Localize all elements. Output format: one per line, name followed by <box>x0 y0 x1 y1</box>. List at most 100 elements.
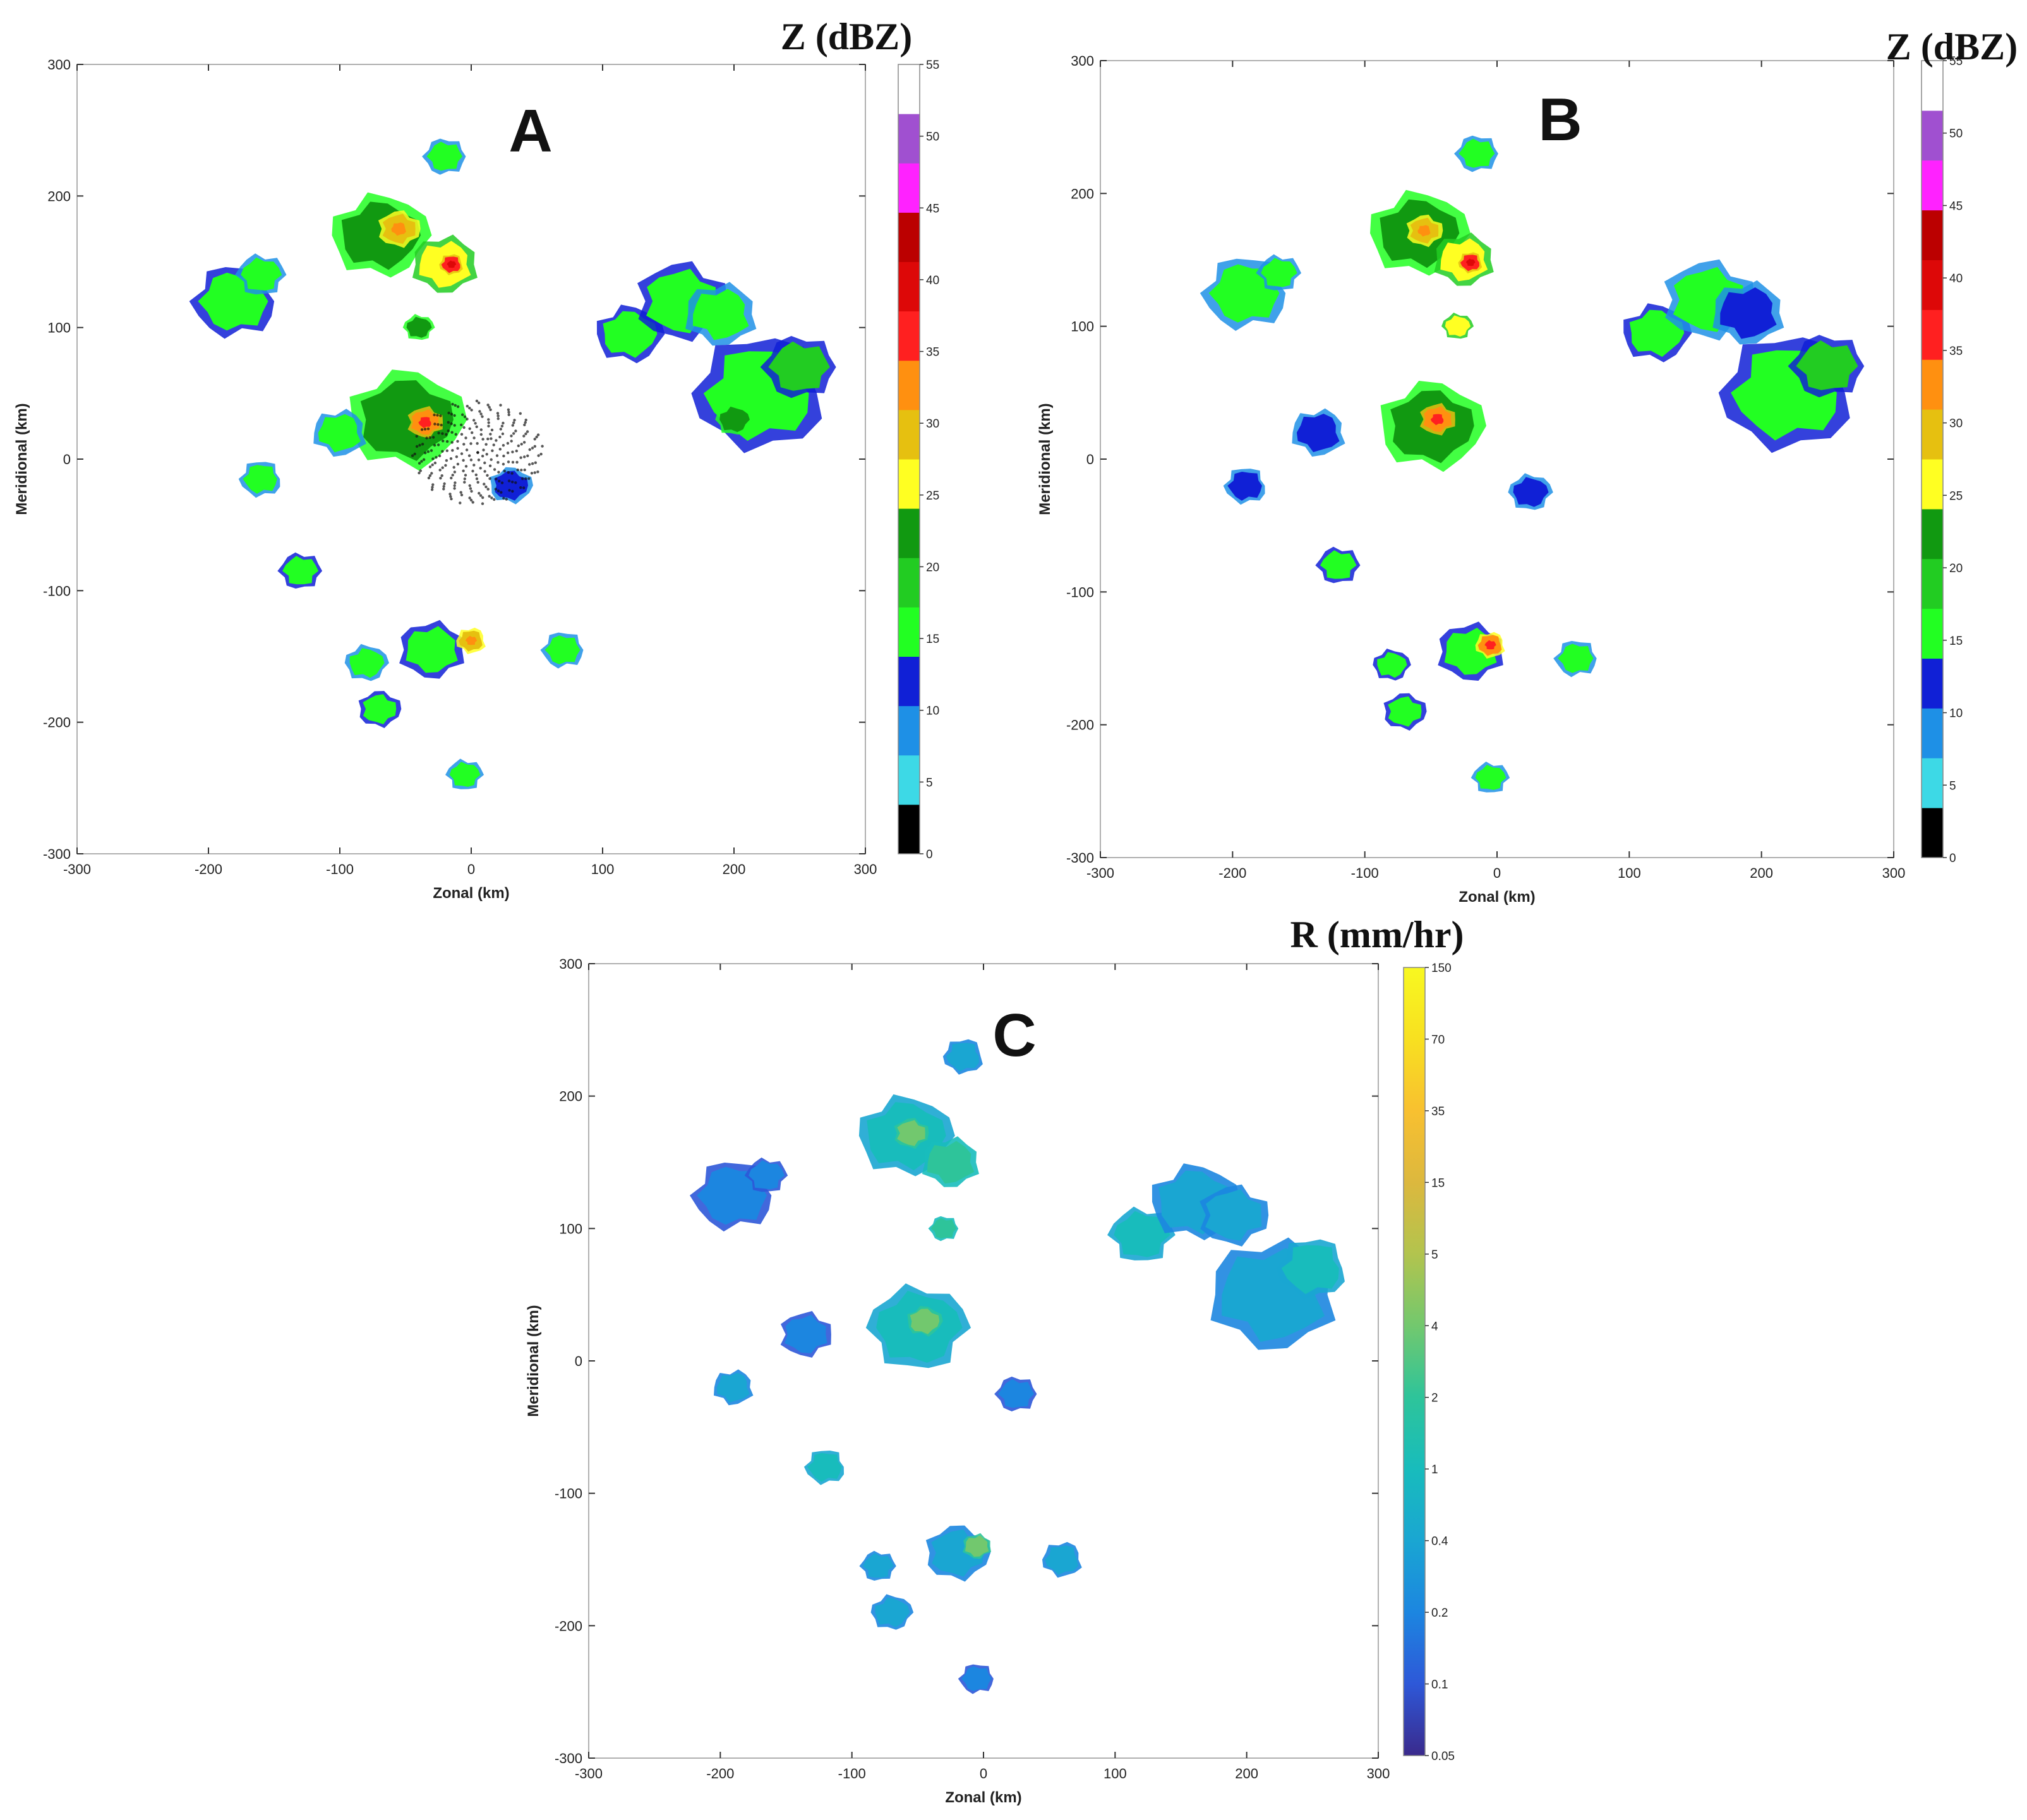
clutter-dot <box>499 404 502 407</box>
clutter-dot <box>441 432 444 435</box>
colorbar-swatch <box>898 409 920 460</box>
x-tick-label: -200 <box>1218 865 1246 881</box>
clutter-dot <box>421 443 424 446</box>
echo-cell <box>1377 652 1407 678</box>
colorbar-tick-label: 50 <box>1949 128 1963 141</box>
clutter-dot <box>494 488 497 491</box>
colorbar-tick-label: 10 <box>926 705 939 718</box>
panel-a: -300 -200 -100 0 100 200 300-300-200-100010020… <box>13 16 939 902</box>
y-tick-label: 300 <box>47 57 71 73</box>
clutter-dot <box>490 496 493 500</box>
clutter-dot <box>455 455 459 458</box>
colorbar-frame <box>1921 60 1944 858</box>
clutter-dot <box>419 469 422 472</box>
clutter-dot <box>481 415 484 418</box>
panel-letter: B <box>1538 86 1582 153</box>
echo-cell <box>241 257 282 291</box>
clutter-dot <box>507 470 510 474</box>
clutter-dot <box>514 429 517 433</box>
colorbar-swatch <box>1922 808 1943 858</box>
clutter-dot <box>482 448 485 452</box>
colorbar-tick-label: 10 <box>1949 707 1963 721</box>
clutter-dot <box>514 481 517 484</box>
clutter-dot <box>460 423 463 426</box>
echo-cell <box>1796 340 1858 390</box>
clutter-dot <box>445 440 449 443</box>
y-tick-label: 100 <box>559 1221 582 1236</box>
y-tick-label: 200 <box>1071 186 1094 201</box>
y-axis-label: Meridional (km) <box>525 1305 542 1416</box>
clutter-dot <box>524 418 527 422</box>
clutter-dot <box>530 472 534 475</box>
clutter-dot <box>519 412 522 415</box>
x-tick-label: -100 <box>838 1766 866 1781</box>
x-tick-label: 200 <box>1750 865 1773 881</box>
colorbar-title: R (mm/hr) <box>1290 914 1464 955</box>
echo-cell <box>749 1160 785 1190</box>
clutter-dot <box>512 421 515 424</box>
colorbar-tick-label: 5 <box>1949 779 1956 793</box>
echo-cell <box>1513 477 1549 507</box>
echo-cell <box>1388 696 1422 727</box>
colorbar-swatch <box>1922 110 1943 161</box>
clutter-dot <box>478 491 481 495</box>
clutter-dot <box>481 455 484 458</box>
clutter-dot <box>502 462 505 466</box>
clutter-dot <box>489 408 492 411</box>
colorbar-swatch <box>898 212 920 262</box>
clutter-dot <box>502 496 505 500</box>
clutter-dot <box>440 423 443 427</box>
y-tick-label: -300 <box>555 1751 582 1766</box>
clutter-dot <box>415 445 419 448</box>
colorbar-swatch <box>1922 658 1943 709</box>
y-tick-label: -200 <box>1066 717 1094 733</box>
panel-b: -300 -200 -100 0 100 200 300-300-200-100010020… <box>1037 26 2018 906</box>
clutter-dot <box>512 432 515 435</box>
x-axis-label: Zonal (km) <box>945 1789 1021 1806</box>
clutter-dot <box>418 471 421 475</box>
x-tick-label: 100 <box>1618 865 1641 881</box>
clutter-dot <box>453 484 456 488</box>
clutter-dot <box>452 465 455 469</box>
colorbar-tick-label: 2 <box>1431 1392 1438 1405</box>
colorbar-swatch <box>1922 260 1943 310</box>
echo-cell <box>1261 258 1297 287</box>
clutter-dot <box>431 483 435 486</box>
clutter-dot <box>496 461 500 464</box>
clutter-dot <box>464 436 467 440</box>
clutter-dot <box>521 477 524 481</box>
colorbar-swatch <box>898 64 920 114</box>
clutter-dot <box>527 477 531 480</box>
clutter-dot <box>447 411 450 415</box>
colorbar-swatch <box>1922 508 1943 560</box>
colorbar-title: Z (dBZ) <box>781 16 912 57</box>
clutter-dot <box>539 452 543 456</box>
clutter-dot <box>533 445 536 448</box>
clutter-dot <box>479 467 482 470</box>
clutter-dot <box>433 461 437 465</box>
clutter-dot <box>450 412 454 416</box>
colorbar-swatch <box>1922 708 1943 758</box>
clutter-dot <box>491 449 494 452</box>
y-tick-label: -100 <box>43 583 71 599</box>
clutter-dot <box>488 494 491 498</box>
clutter-dot <box>418 462 421 465</box>
clutter-dot <box>459 491 462 494</box>
clutter-dot <box>505 498 508 501</box>
colorbar-swatch <box>898 311 920 361</box>
colorbar-tick-label: 15 <box>1949 635 1963 648</box>
echo-cell <box>716 1372 750 1403</box>
clutter-dot <box>449 457 453 460</box>
colorbar-tick-label: 30 <box>926 417 939 431</box>
clutter-dot <box>511 481 514 484</box>
panel-letter: A <box>508 97 552 165</box>
x-tick-label: 0 <box>980 1766 987 1781</box>
clutter-dot <box>496 489 500 493</box>
clutter-dot <box>425 436 428 440</box>
clutter-dot <box>471 431 474 434</box>
clutter-dot <box>510 472 514 475</box>
clutter-dot <box>506 441 510 445</box>
clutter-dot <box>469 458 473 462</box>
clutter-dot <box>500 481 504 484</box>
clutter-dot <box>511 450 514 453</box>
